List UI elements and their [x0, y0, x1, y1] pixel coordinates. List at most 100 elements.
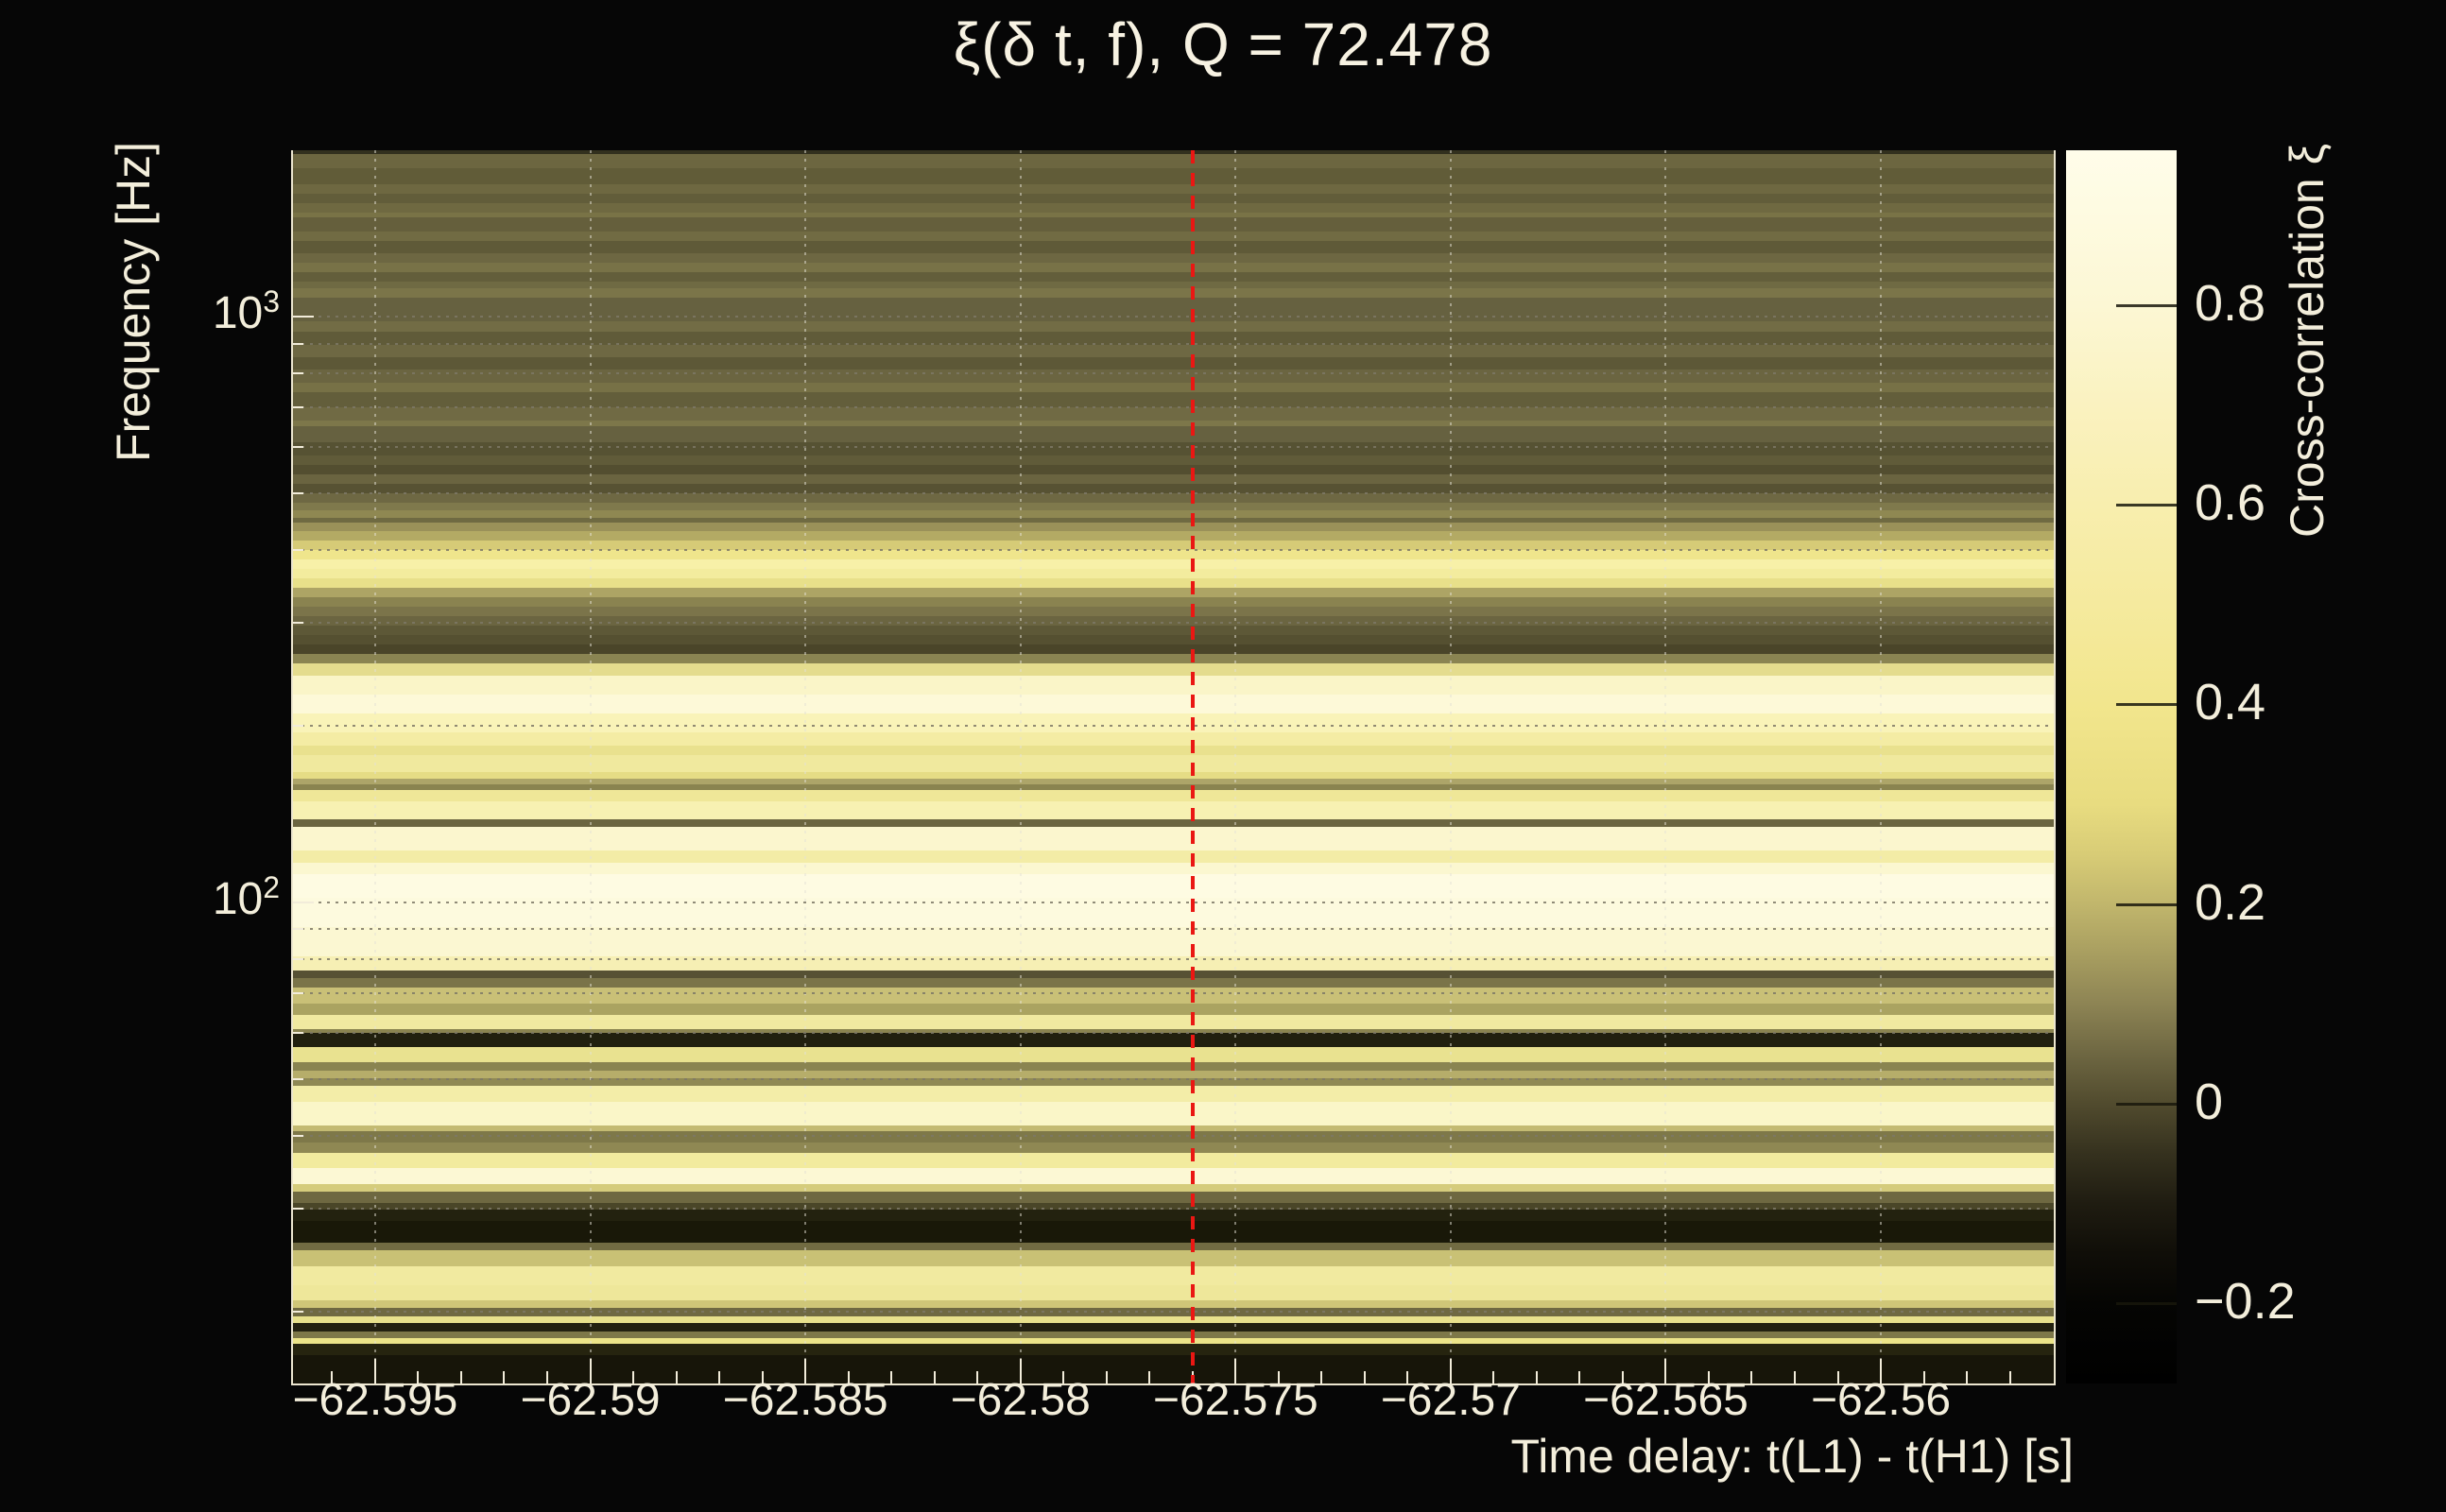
- x-tick-label: −62.585: [722, 1375, 888, 1425]
- y-minor-tick: [293, 1311, 303, 1314]
- y-minor-tick: [293, 1077, 303, 1080]
- marker-red-dashed-line: [1190, 150, 1195, 1383]
- y-minor-tick: [293, 342, 303, 345]
- x-minor-tick: [1793, 1371, 1796, 1383]
- x-minor-tick: [331, 1371, 334, 1383]
- x-minor-tick: [1535, 1371, 1538, 1383]
- x-minor-tick: [761, 1371, 764, 1383]
- x-minor-tick: [1062, 1371, 1065, 1383]
- y-minor-tick: [293, 1208, 303, 1211]
- x-major-tick: [1664, 1359, 1667, 1383]
- y-gridline: [293, 1311, 2054, 1314]
- y-minor-tick: [293, 622, 303, 625]
- x-major-tick: [589, 1359, 592, 1383]
- y-minor-tick: [293, 992, 303, 995]
- y-gridline: [293, 1077, 2054, 1080]
- x-tick-label: −62.595: [292, 1375, 458, 1425]
- colorbar-tick-label: 0.8: [2195, 274, 2266, 332]
- x-minor-tick: [847, 1371, 850, 1383]
- y-gridline: [293, 992, 2054, 995]
- y-minor-tick: [293, 406, 303, 409]
- y-gridline: [293, 372, 2054, 375]
- x-minor-tick: [976, 1371, 979, 1383]
- x-major-tick: [1234, 1359, 1237, 1383]
- x-minor-tick: [2008, 1371, 2011, 1383]
- colorbar-tick-label: 0.2: [2195, 873, 2266, 931]
- y-minor-tick: [293, 958, 303, 961]
- x-minor-tick: [632, 1371, 635, 1383]
- x-gridline: [804, 150, 807, 1383]
- x-minor-tick: [1406, 1371, 1409, 1383]
- x-minor-tick: [546, 1371, 548, 1383]
- y-tick-exponent: 3: [263, 284, 280, 319]
- y-gridline: [293, 928, 2054, 931]
- y-gridline: [293, 406, 2054, 409]
- colorbar-tick: [2116, 303, 2177, 307]
- x-major-tick: [804, 1359, 807, 1383]
- y-minor-tick: [293, 725, 303, 728]
- x-minor-tick: [1750, 1371, 1753, 1383]
- y-gridline: [293, 1208, 2054, 1211]
- colorbar-tick-label: 0: [2195, 1074, 2224, 1131]
- y-minor-tick: [293, 1031, 303, 1034]
- x-tick-label: −62.565: [1583, 1375, 1748, 1425]
- x-minor-tick: [1148, 1371, 1151, 1383]
- heatmap-plot-area: [291, 150, 2056, 1385]
- x-gridline: [1449, 150, 1452, 1383]
- y-gridline: [293, 622, 2054, 625]
- y-gridline: [293, 1031, 2054, 1034]
- y-gridline: [293, 725, 2054, 728]
- colorbar-tick: [2116, 1302, 2177, 1306]
- x-minor-tick: [1707, 1371, 1710, 1383]
- x-minor-tick: [890, 1371, 893, 1383]
- y-gridline: [293, 316, 2054, 318]
- y-minor-tick: [293, 928, 303, 931]
- x-gridline: [1234, 150, 1237, 1383]
- x-tick-label: −62.59: [520, 1375, 661, 1425]
- colorbar-tick: [2116, 902, 2177, 906]
- x-minor-tick: [417, 1371, 420, 1383]
- y-tick-label: 102: [212, 870, 280, 925]
- x-minor-tick: [503, 1371, 506, 1383]
- y-tick-exponent: 2: [263, 870, 280, 905]
- x-minor-tick: [1621, 1371, 1624, 1383]
- colorbar-tick-label: 0.6: [2195, 474, 2266, 532]
- x-tick-label: −62.57: [1380, 1375, 1521, 1425]
- colorbar-tick: [2116, 504, 2177, 507]
- x-tick-label: −62.58: [950, 1375, 1091, 1425]
- x-minor-tick: [1922, 1371, 1925, 1383]
- x-major-tick: [373, 1359, 376, 1383]
- y-minor-tick: [293, 548, 303, 551]
- x-minor-tick: [933, 1371, 936, 1383]
- x-gridline: [1664, 150, 1667, 1383]
- colorbar-tick: [2116, 703, 2177, 707]
- y-minor-tick: [293, 372, 303, 375]
- y-tick-label: 103: [212, 284, 280, 339]
- y-minor-tick: [293, 491, 303, 494]
- x-gridline: [373, 150, 376, 1383]
- plot-title: ξ(δ t, f), Q = 72.478: [953, 10, 1493, 78]
- y-minor-tick: [293, 1134, 303, 1137]
- colorbar-tick-label: 0.4: [2195, 674, 2266, 731]
- x-major-tick: [1019, 1359, 1022, 1383]
- x-minor-tick: [1966, 1371, 1969, 1383]
- colorbar: [2066, 150, 2177, 1383]
- x-minor-tick: [1105, 1371, 1108, 1383]
- x-tick-label: −62.56: [1810, 1375, 1952, 1425]
- x-tick-label: −62.575: [1152, 1375, 1318, 1425]
- y-gridline: [293, 445, 2054, 448]
- x-minor-tick: [1578, 1371, 1581, 1383]
- x-gridline: [1019, 150, 1022, 1383]
- y-gridline: [293, 902, 2054, 904]
- y-major-tick: [293, 902, 314, 904]
- x-minor-tick: [459, 1371, 462, 1383]
- x-minor-tick: [1836, 1371, 1839, 1383]
- y-major-tick: [293, 316, 314, 318]
- x-minor-tick: [675, 1371, 678, 1383]
- colorbar-tick: [2116, 1103, 2177, 1107]
- x-minor-tick: [718, 1371, 721, 1383]
- colorbar-title: Cross-correlation ξ: [2281, 144, 2334, 538]
- x-minor-tick: [1277, 1371, 1280, 1383]
- x-gridline: [589, 150, 592, 1383]
